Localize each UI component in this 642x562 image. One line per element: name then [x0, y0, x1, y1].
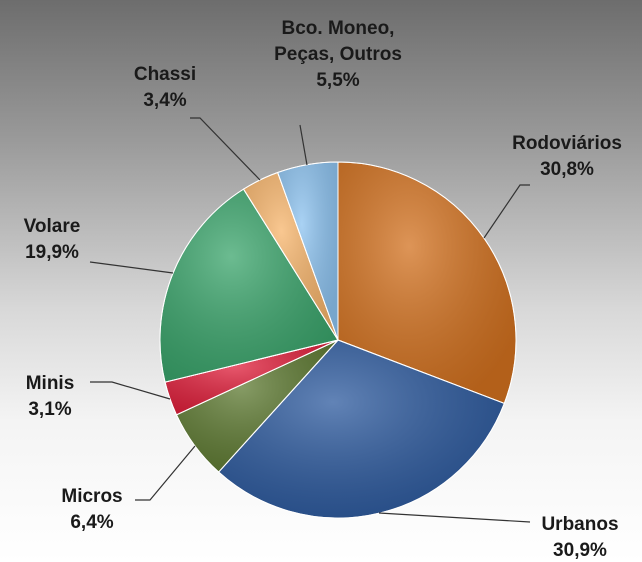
data-label: Micros 6,4%	[61, 484, 122, 536]
data-label: Minis 3,1%	[26, 371, 75, 423]
data-label: Volare 19,9%	[24, 214, 81, 266]
leader-line	[135, 445, 196, 501]
data-label: Chassi 3,4%	[134, 62, 196, 114]
leader-line	[378, 512, 531, 523]
value-label: 5,5%	[316, 70, 360, 91]
category-label: Volare	[23, 216, 81, 237]
leader-line	[89, 261, 174, 274]
leader-line	[90, 381, 171, 400]
data-label: Rodoviários 30,8%	[512, 131, 622, 183]
value-label: 30,9%	[553, 540, 607, 561]
leader-line	[299, 124, 308, 166]
value-label: 30,8%	[540, 159, 594, 180]
category-label: Urbanos	[541, 514, 619, 535]
category-label: Chassi	[133, 64, 197, 85]
data-label: Urbanos 30,9%	[541, 512, 618, 562]
data-label: Bco. Moneo, Peças, Outros 5,5%	[268, 16, 408, 94]
value-label: 19,9%	[25, 242, 79, 263]
category-label: Rodoviários	[512, 133, 622, 154]
value-label: 3,4%	[143, 90, 187, 111]
leader-line	[483, 184, 530, 239]
value-label: 3,1%	[28, 399, 72, 420]
category-label: Minis	[25, 373, 75, 394]
category-label: Bco. Moneo, Peças, Outros	[274, 18, 402, 65]
category-label: Micros	[61, 486, 123, 507]
value-label: 6,4%	[70, 512, 114, 533]
leader-line	[190, 117, 261, 181]
